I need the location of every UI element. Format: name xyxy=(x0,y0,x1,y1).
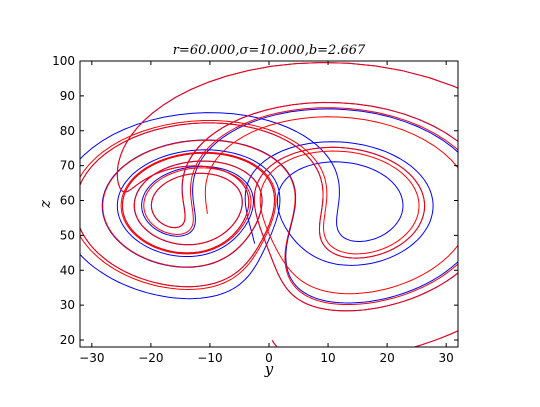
x-tick-label: −20 xyxy=(138,351,163,365)
x-tick-label: 0 xyxy=(265,351,273,365)
x-tick-label: −10 xyxy=(197,351,222,365)
x-tick-label: 30 xyxy=(439,351,454,365)
y-tick-label: 50 xyxy=(60,228,75,242)
x-tick-label: 20 xyxy=(379,351,394,365)
x-tick-label: 10 xyxy=(320,351,335,365)
y-tick-label: 80 xyxy=(60,124,75,138)
plot-background xyxy=(80,61,458,347)
y-tick-label: 70 xyxy=(60,159,75,173)
y-tick-label: 100 xyxy=(52,54,75,68)
trajectory-line-2 xyxy=(80,62,458,347)
x-tick-label: −30 xyxy=(79,351,104,365)
y-tick-label: 20 xyxy=(60,333,75,347)
x-axis-label: y xyxy=(264,360,274,378)
y-tick-label: 40 xyxy=(60,263,75,277)
series-layer xyxy=(80,62,458,347)
y-tick-label: 90 xyxy=(60,89,75,103)
y-tick-label: 60 xyxy=(60,194,75,208)
y-axis-label: z xyxy=(36,200,54,209)
y-tick-label: 30 xyxy=(60,298,75,312)
ticks-layer: −30 −20 −10 0 10 20 30 20 30 40 50 60 70 80 90 100 xyxy=(52,54,458,365)
chart-title: r=60.000,σ=10.000,b=2.667 xyxy=(173,43,366,58)
